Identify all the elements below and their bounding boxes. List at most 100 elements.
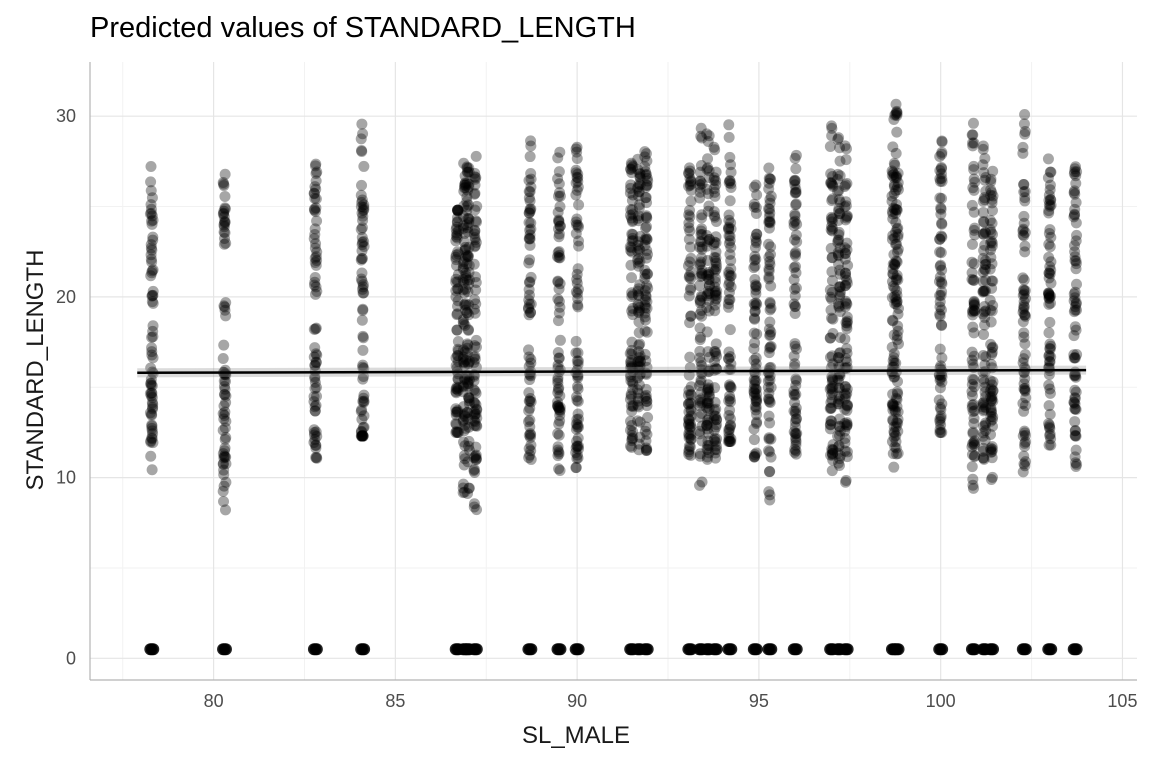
- data-point: [572, 440, 584, 452]
- data-point: [632, 395, 644, 407]
- data-point: [1019, 384, 1031, 396]
- data-point: [694, 450, 706, 462]
- data-point: [725, 182, 737, 194]
- data-point: [626, 441, 638, 453]
- data-point: [827, 444, 839, 456]
- data-point: [833, 382, 845, 394]
- data-point: [683, 440, 695, 452]
- data-point: [470, 453, 482, 465]
- data-point: [891, 330, 903, 342]
- data-point: [357, 344, 369, 356]
- data-point: [452, 343, 464, 355]
- data-point: [458, 357, 470, 369]
- data-point: [524, 151, 536, 163]
- data-point: [469, 271, 481, 283]
- data-point: [986, 393, 998, 405]
- data-point: [1071, 229, 1083, 241]
- data-point: [886, 169, 898, 181]
- data-point: [634, 279, 646, 291]
- data-point: [968, 274, 980, 286]
- data-point: [463, 378, 475, 390]
- data-point: [634, 355, 646, 367]
- data-point: [791, 236, 803, 248]
- data-point: [572, 419, 584, 431]
- data-point: [525, 140, 537, 152]
- data-point: [641, 268, 653, 280]
- data-point: [308, 323, 320, 335]
- data-point: [936, 148, 948, 160]
- data-point: [1019, 430, 1031, 442]
- data-point: [977, 401, 989, 413]
- data-point: [571, 277, 583, 289]
- data-point: [356, 430, 368, 442]
- data-point: [703, 447, 715, 459]
- data-point: [458, 318, 470, 330]
- data-point: [452, 426, 464, 438]
- data-point: [525, 453, 537, 465]
- data-point: [935, 419, 947, 431]
- data-point: [966, 354, 978, 366]
- data-point: [790, 439, 802, 451]
- data-point: [632, 415, 644, 427]
- data-point: [888, 400, 900, 412]
- data-point: [833, 347, 845, 359]
- data-point: [968, 327, 980, 339]
- data-point: [470, 454, 482, 466]
- data-point: [310, 251, 322, 263]
- data-point: [640, 181, 652, 193]
- data-point: [450, 276, 462, 288]
- data-point: [1019, 125, 1031, 137]
- data-point: [979, 434, 991, 446]
- data-point: [789, 248, 801, 260]
- data-point: [355, 133, 367, 145]
- data-point: [553, 283, 565, 295]
- data-point: [841, 210, 853, 222]
- data-point: [1043, 199, 1055, 211]
- data-point: [219, 301, 231, 313]
- data-point: [887, 268, 899, 280]
- data-point: [725, 381, 737, 393]
- data-point: [310, 193, 322, 205]
- data-point: [308, 187, 320, 199]
- data-point: [218, 409, 230, 421]
- data-point: [824, 423, 836, 435]
- data-point: [1043, 369, 1055, 381]
- data-point: [891, 296, 903, 308]
- data-point: [694, 334, 706, 346]
- data-point: [683, 162, 695, 174]
- data-point: [710, 410, 722, 422]
- data-point: [840, 214, 852, 226]
- data-point: [977, 445, 989, 457]
- data-point: [1017, 430, 1029, 442]
- data-point: [357, 128, 369, 140]
- data-point: [825, 168, 837, 180]
- data-point: [887, 414, 899, 426]
- data-point: [763, 216, 775, 228]
- data-point: [468, 415, 480, 427]
- data-point: [458, 185, 470, 197]
- data-point: [147, 297, 159, 309]
- data-point: [763, 387, 775, 399]
- data-point: [525, 168, 537, 180]
- data-point: [749, 279, 761, 291]
- data-point: [824, 332, 836, 344]
- data-point: [936, 146, 948, 158]
- data-point: [834, 242, 846, 254]
- data-point: [640, 148, 652, 160]
- data-point: [571, 171, 583, 183]
- data-point: [219, 383, 231, 395]
- data-point: [968, 160, 980, 172]
- data-point: [790, 379, 802, 391]
- data-point: [145, 249, 157, 261]
- data-point: [790, 445, 802, 457]
- data-point: [696, 420, 708, 432]
- data-point: [146, 210, 158, 222]
- data-point: [725, 419, 737, 431]
- data-point: [825, 415, 837, 427]
- data-point: [789, 301, 801, 313]
- data-point: [683, 415, 695, 427]
- data-point: [724, 175, 736, 187]
- data-point: [702, 383, 714, 395]
- data-point: [461, 219, 473, 231]
- data-point: [763, 445, 775, 457]
